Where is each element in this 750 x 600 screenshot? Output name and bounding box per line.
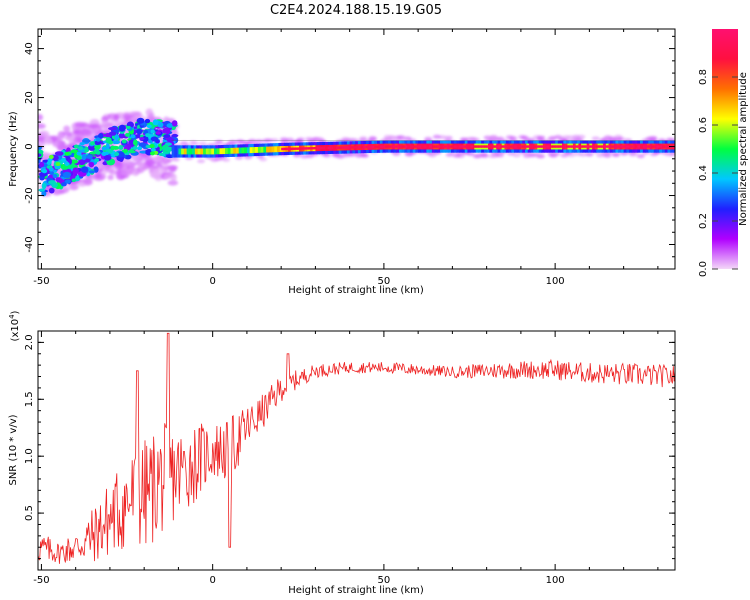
y-tick-label: 20 [24,91,35,104]
y-tick-label: 0.5 [24,505,35,521]
y-tick-label: -40 [24,236,35,252]
colorbar-tick-label: 0.2 [698,213,709,229]
x-tick: 50 [378,331,391,586]
y-tick-label: 1.0 [24,448,35,464]
colorbar-tick-label: 0.8 [698,69,709,85]
x-tick-label: -50 [33,276,49,287]
colorbar-tick-label: 0.0 [698,261,709,277]
y-tick: 20 [24,91,675,104]
spectrogram-frame [37,28,676,270]
x-tick-label: 50 [378,276,391,287]
y-tick: 2.0 [24,334,675,350]
x-tick: 0 [209,29,216,287]
x-tick: 100 [546,29,565,287]
spectrogram-panel: -50 0 50 100 -40 -20 0 20 40 Height of straight … [8,28,676,296]
snr-xlabel: Height of straight line (km) [288,585,424,596]
y-tick-label: 1.5 [24,391,35,407]
colorbar-tick-label: 0.4 [698,165,709,181]
spectrogram-axes: -50 0 50 100 -40 -20 0 20 40 [24,29,675,287]
snr-yscale-label: (x104) [8,310,21,341]
colorbar-label: Normalized spectral amplitude [738,72,749,226]
y-tick: -40 [24,236,675,253]
colorbar-gradient [712,29,738,269]
snr-ylabel: SNR (10 * v/v) [8,414,19,485]
x-tick-label: 0 [209,276,215,287]
snr-axes: -50 0 50 100 0.5 1.0 1.5 2.0 [24,331,675,586]
x-tick-label: 0 [209,575,215,586]
snr-series-line [38,332,675,564]
y-tick-label: 40 [24,42,35,55]
y-tick: -20 [24,187,675,204]
x-tick-label: -50 [33,575,49,586]
y-tick: 1.5 [24,391,675,407]
colorbar-ticks: 0.0 0.2 0.4 0.6 0.8 [698,69,738,277]
x-tick-label: 50 [378,575,391,586]
y-tick: 0.5 [24,505,675,521]
x-tick: 50 [378,29,391,287]
x-tick-label: 100 [546,276,565,287]
x-tick: -50 [33,29,50,287]
y-tick-label: 2.0 [24,334,35,350]
y-tick: 40 [24,42,675,55]
colorbar-tick-label: 0.6 [698,117,709,133]
spectrogram-xlabel: Height of straight line (km) [288,285,424,296]
x-tick: -50 [33,331,50,586]
x-tick-label: 100 [546,575,565,586]
y-tick: 0 [24,143,675,150]
colorbar: 0.0 0.2 0.4 0.6 0.8 Normalized spectral ampl… [698,29,749,277]
figure-title: C2E4.2024.188.15.19.G05 [270,3,442,18]
y-tick: 1.0 [24,448,675,464]
y-tick-label: 0 [24,143,35,149]
snr-frame [37,330,676,571]
spectrogram-ylabel: Frequency (Hz) [8,111,19,187]
y-tick-label: -20 [24,187,35,203]
x-tick: 100 [546,331,565,586]
snr-panel: -50 0 50 100 0.5 1.0 1.5 2.0 Height of straight… [8,310,676,596]
spectrogram-heatmap [38,108,675,197]
x-tick: 0 [209,331,216,586]
